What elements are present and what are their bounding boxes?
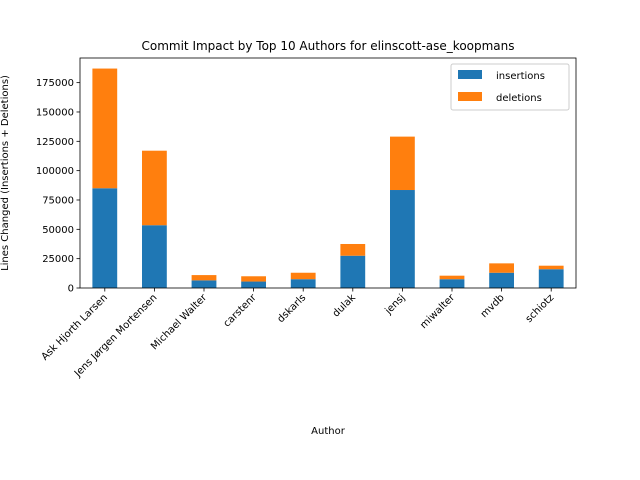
y-tick-label: 25000 [42,254,74,265]
bar-insertions-4 [290,279,316,288]
bar-deletions-2 [191,275,217,281]
x-tick-label: carstenr [222,292,260,330]
bar-insertions-1 [142,225,167,288]
y-tick-label: 175000 [36,78,74,89]
y-axis: 0 25000 50000 75000 100000 125000 150000 175000 [36,78,80,295]
x-tick-label: schiotz [524,292,557,325]
bar-insertions-0 [92,188,118,288]
x-tick-label: dulak [331,292,358,319]
bar-insertions-9 [538,269,564,288]
chart-title: Commit Impact by Top 10 Authors for elin… [141,39,514,53]
bar-insertions-2 [191,280,217,288]
bar-deletions-6 [390,136,415,191]
legend-swatch-insertions [458,70,482,79]
y-tick-label: 50000 [42,225,74,236]
x-tick-label: mvdb [479,292,507,320]
bar-deletions-8 [489,263,514,273]
bar-insertions-8 [489,272,514,288]
x-axis-label: Author [311,426,346,437]
legend-label-deletions: deletions [496,93,542,104]
legend-swatch-deletions [458,92,482,101]
x-tick-label: Jens Jørgen Mortensen [72,292,160,380]
x-tick-label: miwalter [418,292,457,331]
bar-deletions-1 [142,150,167,226]
bar-deletions-4 [290,272,316,280]
plot-frame [79,57,577,289]
bar-insertions-5 [340,255,366,288]
bar-deletions-0 [92,68,118,189]
y-axis-label: Lines Changed (Insertions + Deletions) [0,75,11,271]
bar-deletions-7 [439,275,465,280]
bars-group [92,68,564,288]
x-tick-label: jensj [383,292,408,317]
bar-deletions-3 [241,276,266,282]
y-tick-label: 0 [68,284,74,295]
legend-label-insertions: insertions [496,71,545,82]
y-tick-label: 150000 [36,107,74,118]
bar-deletions-5 [340,243,366,256]
y-tick-label: 75000 [42,195,74,206]
bar-insertions-6 [390,190,415,288]
y-tick-label: 125000 [36,137,74,148]
bar-insertions-3 [241,281,266,288]
bar-insertions-7 [439,279,465,288]
legend: insertions deletions [450,63,570,111]
bar-deletions-9 [538,265,564,270]
x-tick-label: dskarls [276,292,309,325]
y-tick-label: 100000 [36,166,74,177]
